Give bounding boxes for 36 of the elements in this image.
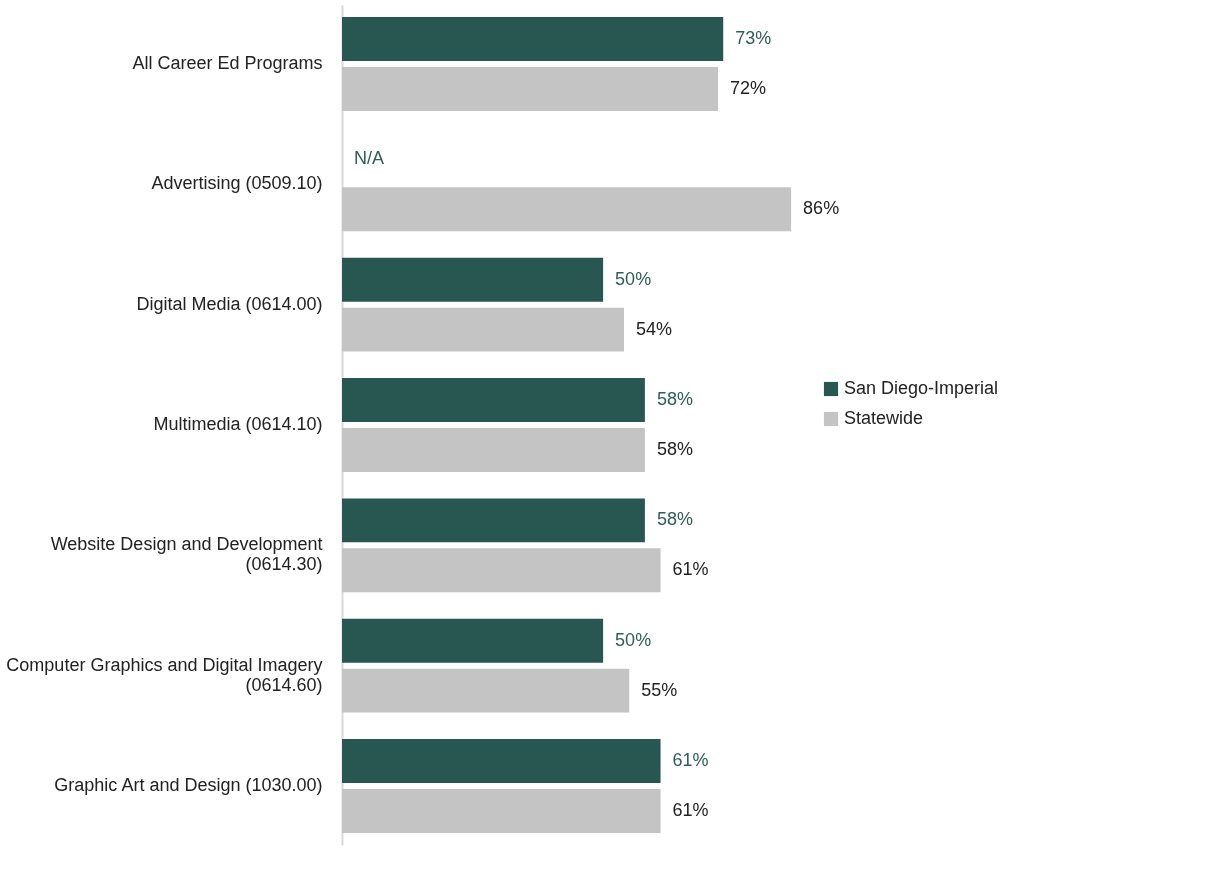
bar: [342, 378, 645, 422]
data-label: 58%: [656, 438, 693, 459]
data-label: 73%: [735, 28, 772, 48]
data-label: 61%: [672, 559, 709, 580]
bar: [342, 257, 604, 302]
bar: [342, 789, 661, 833]
legend-label: San Diego-Imperial: [844, 378, 999, 398]
y-tick-label: Multimedia (0614.10): [153, 414, 323, 434]
bar: [342, 307, 624, 352]
data-label: 50%: [615, 268, 652, 289]
bar: [342, 739, 661, 784]
bar: [342, 668, 630, 713]
y-tick-label: Computer Graphics and Digital Imagery (0614.60): [6, 654, 323, 695]
text: N/A: [354, 148, 385, 169]
data-label: 55%: [641, 679, 678, 700]
bar: [342, 187, 792, 232]
bar: [342, 428, 645, 472]
bar: [342, 548, 661, 593]
bar: [342, 498, 645, 543]
data-label: 72%: [730, 77, 767, 98]
y-tick-label: All Career Ed Programs: [132, 52, 323, 73]
bar: [342, 17, 724, 61]
data-label: 58%: [656, 389, 693, 410]
y-tick-label: Digital Media (0614.00): [136, 293, 323, 314]
data-label: 86%: [803, 198, 840, 219]
data-label: 50%: [615, 629, 652, 650]
legend-label: Statewide: [844, 408, 924, 428]
y-tick-label: Website Design and Development (0614.30): [50, 534, 323, 575]
data-label: 61%: [672, 800, 709, 820]
bar: [342, 618, 604, 663]
y-tick-label: Graphic Art and Design (1030.00): [54, 775, 323, 796]
data-label: 61%: [672, 750, 709, 771]
y-tick-label: Advertising (0509.10): [151, 173, 323, 194]
data-label: 54%: [636, 318, 673, 339]
bar: [342, 66, 718, 111]
data-label: 58%: [656, 509, 693, 530]
